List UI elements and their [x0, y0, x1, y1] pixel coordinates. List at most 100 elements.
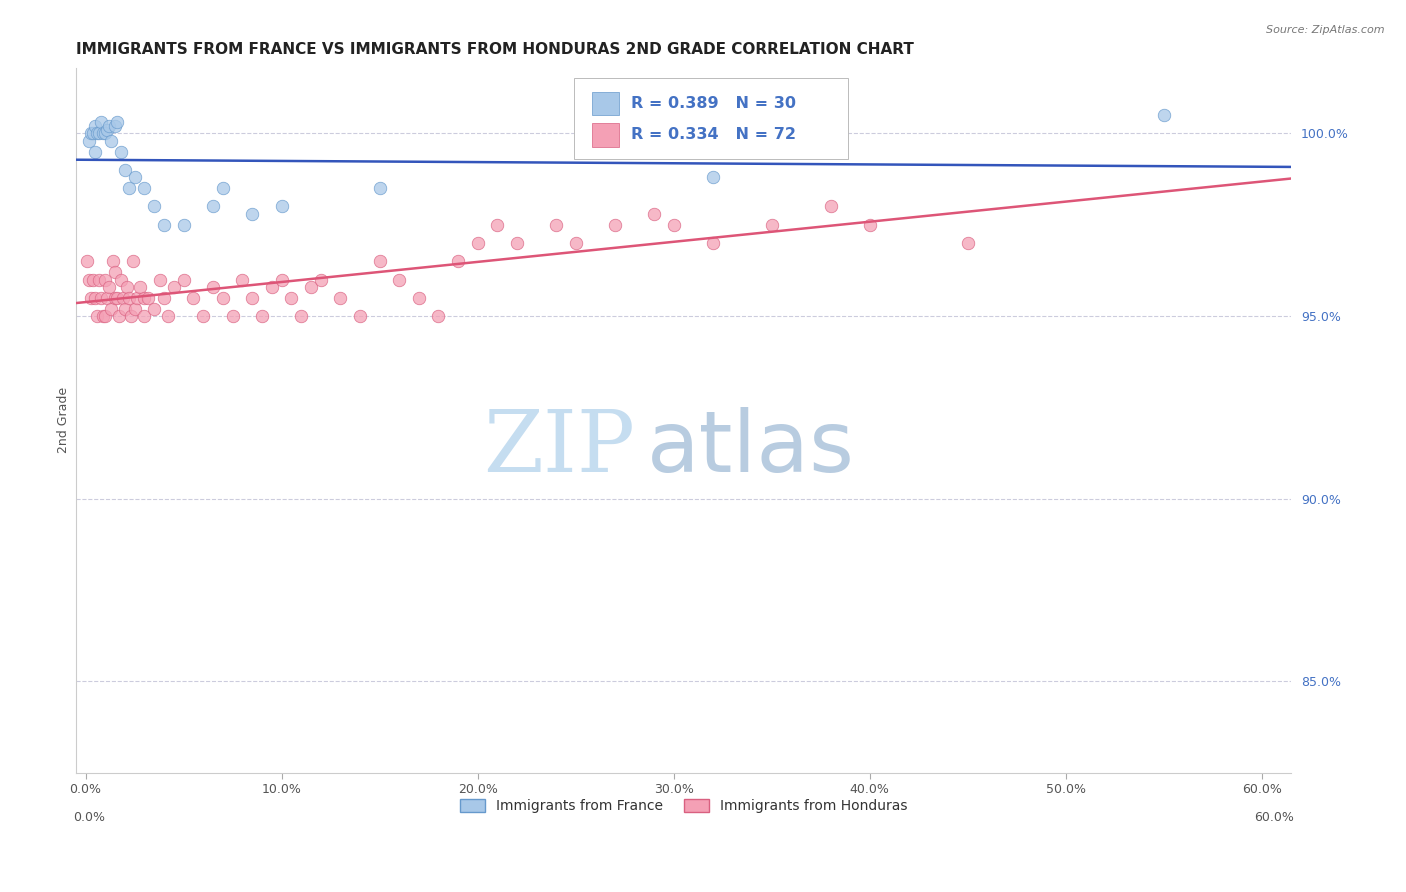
- Point: [96, 122, 118, 136]
- Point: [270, 199, 292, 213]
- Point: [82, 127, 104, 141]
- Point: [191, 309, 214, 323]
- Point: [231, 272, 253, 286]
- Point: [91, 127, 114, 141]
- Point: [129, 280, 152, 294]
- Point: [143, 301, 166, 316]
- Point: [240, 207, 263, 221]
- Point: [90, 291, 112, 305]
- Point: [79, 134, 101, 148]
- Point: [859, 218, 882, 232]
- Point: [98, 119, 121, 133]
- Point: [240, 291, 263, 305]
- Point: [280, 291, 302, 305]
- Point: [118, 291, 141, 305]
- Point: [329, 291, 352, 305]
- Point: [134, 309, 156, 323]
- Point: [260, 280, 283, 294]
- Point: [349, 309, 371, 323]
- Text: 0.0%: 0.0%: [73, 812, 105, 824]
- Point: [153, 218, 176, 232]
- Point: [211, 181, 233, 195]
- Point: [173, 218, 195, 232]
- Point: [149, 272, 172, 286]
- Point: [956, 235, 979, 250]
- Point: [124, 301, 146, 316]
- Point: [79, 272, 101, 286]
- Point: [134, 291, 156, 305]
- Point: [89, 272, 111, 286]
- Point: [761, 218, 783, 232]
- Point: [447, 254, 470, 268]
- Point: [76, 254, 98, 268]
- Point: [84, 291, 107, 305]
- Legend: Immigrants from France, Immigrants from Honduras: Immigrants from France, Immigrants from …: [454, 794, 912, 819]
- Point: [124, 170, 146, 185]
- Point: [86, 127, 108, 141]
- Point: [173, 272, 195, 286]
- Point: [270, 272, 292, 286]
- Point: [211, 291, 233, 305]
- Point: [250, 309, 273, 323]
- Point: [603, 218, 626, 232]
- Point: [90, 115, 112, 129]
- Point: [94, 309, 117, 323]
- Point: [98, 280, 121, 294]
- Point: [91, 309, 114, 323]
- Point: [201, 199, 224, 213]
- Point: [110, 272, 132, 286]
- Point: [89, 127, 111, 141]
- Point: [94, 272, 117, 286]
- Point: [94, 127, 117, 141]
- Point: [121, 254, 143, 268]
- Point: [564, 235, 586, 250]
- Point: [221, 309, 243, 323]
- FancyBboxPatch shape: [592, 123, 619, 146]
- Y-axis label: 2nd Grade: 2nd Grade: [58, 387, 70, 453]
- Point: [544, 218, 567, 232]
- Point: [114, 163, 136, 178]
- Text: ZIP: ZIP: [484, 407, 636, 490]
- FancyBboxPatch shape: [574, 78, 848, 160]
- Text: 60.0%: 60.0%: [1254, 812, 1294, 824]
- Text: R = 0.389   N = 30: R = 0.389 N = 30: [631, 95, 796, 111]
- Point: [702, 170, 724, 185]
- Point: [115, 280, 138, 294]
- FancyBboxPatch shape: [592, 92, 619, 115]
- Point: [368, 181, 391, 195]
- Text: atlas: atlas: [647, 407, 855, 490]
- Point: [104, 265, 127, 279]
- Point: [408, 291, 430, 305]
- Point: [1153, 108, 1175, 122]
- Point: [105, 291, 128, 305]
- Point: [153, 291, 176, 305]
- Point: [309, 272, 332, 286]
- Point: [80, 291, 103, 305]
- Point: [100, 301, 122, 316]
- Point: [702, 235, 724, 250]
- Point: [183, 291, 205, 305]
- Point: [143, 199, 166, 213]
- Point: [290, 309, 312, 323]
- Point: [118, 181, 141, 195]
- Point: [86, 309, 108, 323]
- Point: [427, 309, 450, 323]
- Point: [110, 145, 132, 159]
- Point: [643, 207, 665, 221]
- Point: [662, 218, 685, 232]
- Point: [125, 291, 148, 305]
- Point: [299, 280, 322, 294]
- Point: [134, 181, 156, 195]
- Point: [80, 127, 103, 141]
- Point: [201, 280, 224, 294]
- Point: [104, 119, 127, 133]
- Point: [486, 218, 509, 232]
- Point: [506, 235, 529, 250]
- Point: [156, 309, 179, 323]
- Point: [84, 119, 107, 133]
- Point: [105, 115, 128, 129]
- Point: [108, 309, 131, 323]
- Point: [101, 254, 124, 268]
- Point: [163, 280, 186, 294]
- Point: [96, 291, 118, 305]
